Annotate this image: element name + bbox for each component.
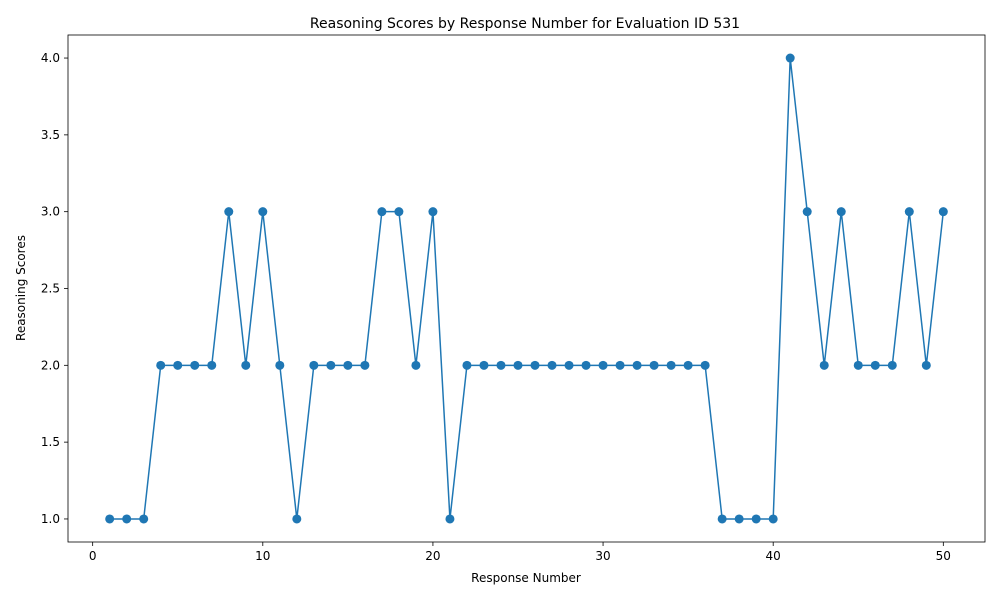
data-point bbox=[581, 360, 591, 370]
x-axis: 0 10 20 30 40 50 bbox=[89, 542, 951, 563]
data-point bbox=[598, 360, 608, 370]
y-tick-label: 3.0 bbox=[41, 205, 60, 219]
y-axis-label: Reasoning Scores bbox=[14, 235, 28, 341]
x-tick-label: 10 bbox=[255, 549, 270, 563]
data-point bbox=[275, 360, 285, 370]
data-point bbox=[802, 207, 812, 217]
x-tick-label: 20 bbox=[425, 549, 440, 563]
data-point bbox=[377, 207, 387, 217]
data-point bbox=[921, 360, 931, 370]
data-point bbox=[887, 360, 897, 370]
data-point bbox=[496, 360, 506, 370]
data-point bbox=[632, 360, 642, 370]
y-axis: 1.0 1.5 2.0 2.5 3.0 3.5 4.0 bbox=[41, 51, 68, 526]
y-tick-label: 2.5 bbox=[41, 282, 60, 296]
data-point bbox=[343, 360, 353, 370]
y-tick-label: 2.0 bbox=[41, 358, 60, 372]
data-point bbox=[309, 360, 319, 370]
data-point bbox=[292, 514, 302, 524]
plot-area bbox=[67, 34, 986, 543]
data-point bbox=[785, 53, 795, 63]
data-point bbox=[479, 360, 489, 370]
data-point bbox=[717, 514, 727, 524]
y-tick-label: 3.5 bbox=[41, 128, 60, 142]
data-point bbox=[547, 360, 557, 370]
x-tick-label: 30 bbox=[595, 549, 610, 563]
data-point bbox=[615, 360, 625, 370]
data-point bbox=[173, 360, 183, 370]
y-tick-label: 4.0 bbox=[41, 51, 60, 65]
data-point bbox=[870, 360, 880, 370]
data-point bbox=[258, 207, 268, 217]
y-tick-label: 1.5 bbox=[41, 435, 60, 449]
data-point bbox=[819, 360, 829, 370]
data-point bbox=[938, 207, 948, 217]
series-line bbox=[109, 57, 945, 520]
chart-title: Reasoning Scores by Response Number for … bbox=[310, 16, 740, 32]
data-point bbox=[360, 360, 370, 370]
data-point bbox=[122, 514, 132, 524]
data-point bbox=[904, 207, 914, 217]
data-point bbox=[326, 360, 336, 370]
data-point bbox=[666, 360, 676, 370]
data-point bbox=[700, 360, 710, 370]
data-point bbox=[139, 514, 149, 524]
data-point bbox=[513, 360, 523, 370]
x-tick-label: 40 bbox=[766, 549, 781, 563]
x-axis-label: Response Number bbox=[471, 571, 581, 585]
data-point bbox=[411, 360, 421, 370]
data-point bbox=[156, 360, 166, 370]
data-point bbox=[836, 207, 846, 217]
data-point bbox=[428, 207, 438, 217]
data-point bbox=[105, 514, 115, 524]
data-point bbox=[751, 514, 761, 524]
data-point bbox=[445, 514, 455, 524]
data-point bbox=[683, 360, 693, 370]
data-point bbox=[462, 360, 472, 370]
series-layer bbox=[105, 53, 948, 524]
data-point bbox=[734, 514, 744, 524]
x-tick-label: 50 bbox=[936, 549, 951, 563]
data-point bbox=[241, 360, 251, 370]
plot-frame bbox=[67, 34, 986, 543]
data-point bbox=[207, 360, 217, 370]
data-point bbox=[768, 514, 778, 524]
data-point bbox=[530, 360, 540, 370]
data-point bbox=[190, 360, 200, 370]
data-point bbox=[853, 360, 863, 370]
data-point bbox=[394, 207, 404, 217]
data-point bbox=[564, 360, 574, 370]
data-point bbox=[649, 360, 659, 370]
y-tick-label: 1.0 bbox=[41, 512, 60, 526]
x-tick-label: 0 bbox=[89, 549, 97, 563]
data-point bbox=[224, 207, 234, 217]
